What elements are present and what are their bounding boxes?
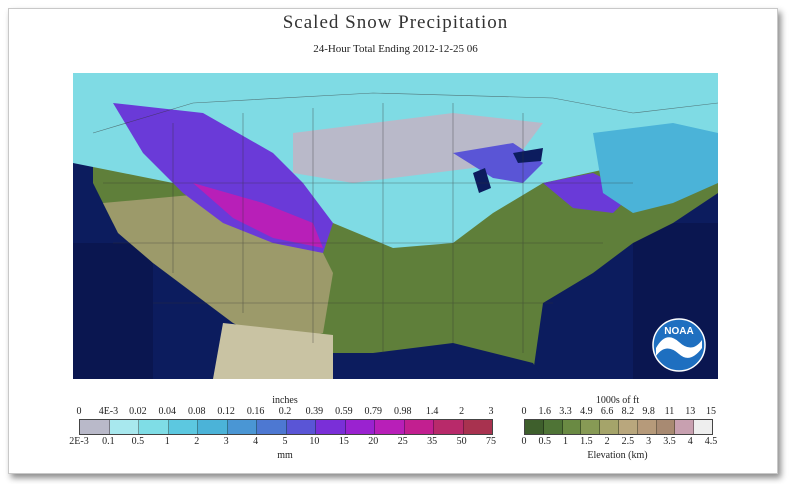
elevation-color-swatch	[694, 420, 712, 434]
elevation-top-tick: 13	[685, 406, 696, 417]
elevation-bottom-unit: Elevation (km)	[587, 450, 648, 461]
elevation-color-bar	[524, 419, 713, 435]
precip-top-tick: 0.59	[335, 406, 353, 417]
precip-bottom-tick: 75	[486, 436, 496, 447]
elevation-top-tick: 0	[521, 406, 527, 417]
precip-bottom-tick: 0.1	[102, 436, 115, 447]
precip-top-tick: 3	[488, 406, 494, 417]
elevation-top-tick: 11	[664, 406, 675, 417]
elevation-color-swatch	[562, 420, 582, 434]
precip-top-tick: 0.08	[187, 406, 206, 417]
precip-bottom-unit: mm	[277, 450, 293, 461]
precip-bottom-tick: 2E-3	[69, 436, 89, 447]
elevation-top-tick: 9.8	[642, 406, 655, 417]
elevation-bottom-tick: 1	[563, 436, 569, 447]
elevation-color-swatch	[656, 420, 676, 434]
elevation-color-swatch	[525, 420, 544, 434]
elevation-bottom-tick: 4	[687, 436, 693, 447]
precip-top-tick: 0.98	[393, 406, 412, 417]
elevation-bottom-tick: 3.5	[663, 436, 676, 447]
precip-top-tick: 0.79	[364, 406, 383, 417]
precip-top-tick: 1.4	[425, 406, 439, 417]
precip-bottom-tick: 35	[427, 436, 438, 447]
precip-color-swatch	[227, 420, 257, 434]
precip-top-tick: 0	[76, 406, 82, 417]
elevation-bottom-tick: 2	[604, 436, 610, 447]
precip-bottom-tick: 1	[164, 436, 170, 447]
precip-bottom-tick: 10	[309, 436, 320, 447]
elevation-bottom-tick: 2.5	[621, 436, 635, 447]
noaa-logo: NOAA	[652, 318, 706, 372]
elevation-color-swatch	[543, 420, 563, 434]
precip-color-swatch	[198, 420, 228, 434]
elevation-color-swatch	[581, 420, 601, 434]
precip-bottom-tick: 25	[397, 436, 408, 447]
precip-color-swatch	[463, 420, 492, 434]
precip-bottom-tick: 5	[282, 436, 288, 447]
precip-color-swatch	[286, 420, 316, 434]
precip-top-unit: inches	[272, 395, 298, 406]
precip-color-swatch	[80, 420, 110, 434]
elevation-bottom-tick: 0.5	[538, 436, 552, 447]
precip-color-swatch	[168, 420, 198, 434]
elevation-color-swatch	[675, 420, 695, 434]
elevation-top-unit: 1000s of ft	[595, 395, 640, 406]
precip-color-swatch	[434, 420, 464, 434]
page-title: Scaled Snow Precipitation	[282, 12, 509, 33]
elevation-color-swatch	[618, 420, 638, 434]
elevation-top-tick: 8.2	[621, 406, 635, 417]
precip-color-swatch	[109, 420, 139, 434]
precip-top-tick: 4E-3	[98, 406, 119, 417]
elevation-top-tick: 6.6	[600, 406, 614, 417]
elevation-bottom-tick: 0	[521, 436, 527, 447]
precip-bottom-tick: 15	[338, 436, 349, 447]
precip-top-tick: 0.39	[305, 406, 324, 417]
elevation-color-swatch	[600, 420, 619, 434]
snow-map	[73, 73, 718, 379]
precip-top-tick: 0.04	[158, 406, 177, 417]
noaa-logo-text: NOAA	[664, 326, 693, 337]
elevation-top-tick: 3.3	[559, 406, 572, 417]
precip-color-swatch	[316, 420, 346, 434]
precip-color-swatch	[139, 420, 169, 434]
precip-color-bar	[79, 419, 493, 435]
precip-color-swatch	[404, 420, 434, 434]
map-graphic	[73, 73, 718, 379]
elevation-top-tick: 1.6	[538, 406, 552, 417]
elevation-top-tick: 4.9	[580, 406, 593, 417]
precip-color-swatch	[257, 420, 287, 434]
precip-color-swatch	[345, 420, 375, 434]
precip-top-tick: 0.02	[129, 406, 147, 417]
elevation-bottom-tick: 4.5	[704, 436, 718, 447]
elevation-color-swatch	[637, 420, 657, 434]
precip-bottom-tick: 20	[368, 436, 379, 447]
precip-bottom-tick: 2	[194, 436, 200, 447]
precip-bottom-tick: 0.5	[131, 436, 145, 447]
page-subtitle: 24-Hour Total Ending 2012-12-25 06	[313, 43, 478, 55]
precip-bottom-tick: 50	[456, 436, 467, 447]
precip-bottom-tick: 4	[253, 436, 259, 447]
precip-top-tick: 0.16	[246, 406, 265, 417]
elevation-bottom-tick: 1.5	[580, 436, 593, 447]
precip-top-tick: 0.12	[217, 406, 235, 417]
elevation-top-tick: 15	[706, 406, 716, 417]
precip-bottom-tick: 3	[223, 436, 229, 447]
elevation-bottom-tick: 3	[646, 436, 652, 447]
precip-color-swatch	[375, 420, 405, 434]
precip-top-tick: 2	[459, 406, 465, 417]
precip-top-tick: 0.2	[278, 406, 292, 417]
